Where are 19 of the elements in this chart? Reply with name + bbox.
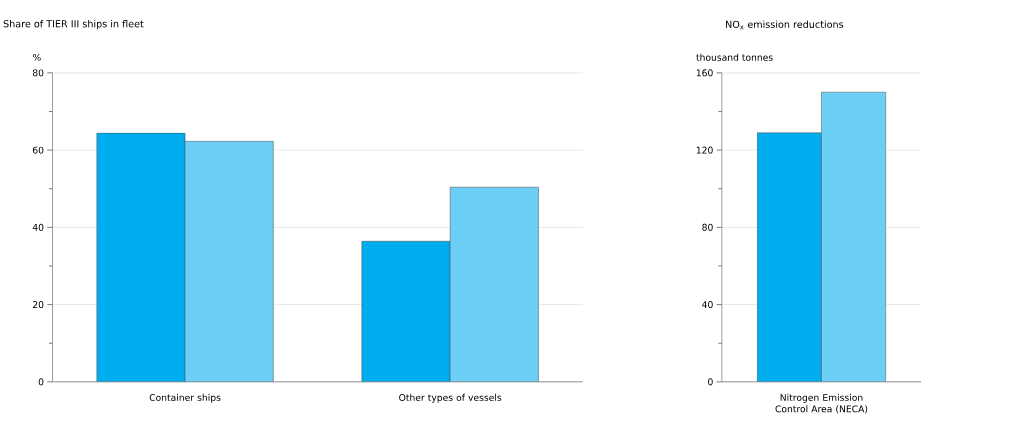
y-tick-label: 0 — [38, 378, 44, 386]
y-axis-title: % — [33, 53, 41, 61]
y-axis-title: thousand tonnes — [696, 53, 773, 61]
x-tick-label: Other types of vessels — [399, 393, 502, 403]
x-tick-label: Container ships — [149, 393, 221, 403]
y-tick-label: 20 — [32, 301, 44, 308]
bar — [361, 240, 451, 382]
bar — [96, 132, 186, 382]
y-tick-label: 80 — [702, 223, 713, 231]
y-tick-label: 160 — [696, 69, 713, 77]
chart-title: NO$_{x}$ emission reductions — [726, 20, 844, 30]
y-tick-label: 0 — [708, 378, 713, 386]
x-tick-label: Nitrogen Emission Control Area (NECA) — [775, 393, 868, 414]
y-tick-label: 120 — [696, 146, 713, 154]
chart-title: Share of TIER III ships in fleet — [3, 19, 144, 30]
y-tick-label: 40 — [702, 300, 713, 308]
y-tick-label: 40 — [32, 223, 44, 231]
y-tick-label: 80 — [32, 69, 44, 77]
y-tick-label: 60 — [32, 146, 44, 154]
